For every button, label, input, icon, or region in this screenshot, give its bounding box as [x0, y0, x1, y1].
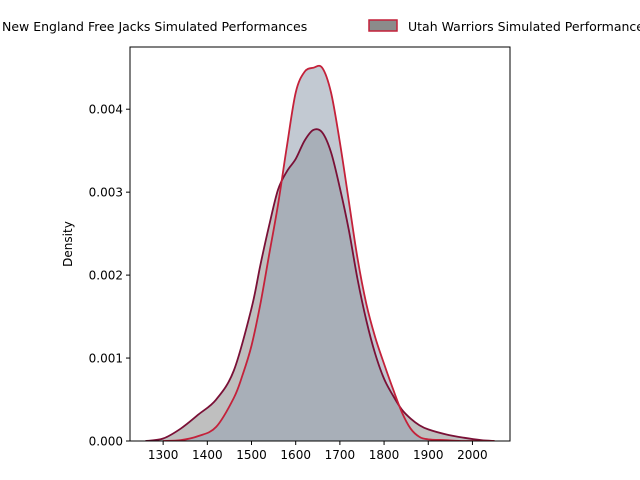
y-tick-label: 0.001: [89, 352, 123, 366]
y-tick-label: 0.002: [89, 269, 123, 283]
x-tick-label: 1700: [325, 448, 356, 462]
y-tick-label: 0.004: [89, 103, 123, 117]
y-tick-label: 0.003: [89, 186, 123, 200]
x-tick-label: 2000: [457, 448, 488, 462]
plot-frame: [129, 46, 511, 442]
y-axis-title: Density: [61, 221, 75, 267]
density-areas: [145, 64, 495, 441]
density-area-warriors: [163, 65, 495, 441]
density-line-warriors: [163, 64, 495, 441]
x-tick-label: 1800: [369, 448, 400, 462]
legend: New England Free Jacks Simulated Perform…: [2, 19, 640, 34]
x-tick-label: 1300: [148, 448, 179, 462]
x-tick-label: 1600: [280, 448, 311, 462]
legend-label-warriors: Utah Warriors Simulated Performances: [408, 19, 640, 34]
x-tick-label: 1400: [192, 448, 223, 462]
x-axis: 1300 1400 1500 1600 1700 1800 1900 2000: [148, 441, 488, 462]
legend-label-free-jacks: New England Free Jacks Simulated Perform…: [2, 19, 307, 34]
density-line-free-jacks: [145, 128, 495, 441]
legend-swatch-warriors: [368, 19, 398, 32]
x-tick-label: 1900: [413, 448, 444, 462]
x-tick-label: 1500: [236, 448, 267, 462]
y-tick-label: 0.000: [89, 435, 123, 449]
y-axis: 0.000 0.001 0.002 0.003 0.004: [89, 103, 130, 449]
